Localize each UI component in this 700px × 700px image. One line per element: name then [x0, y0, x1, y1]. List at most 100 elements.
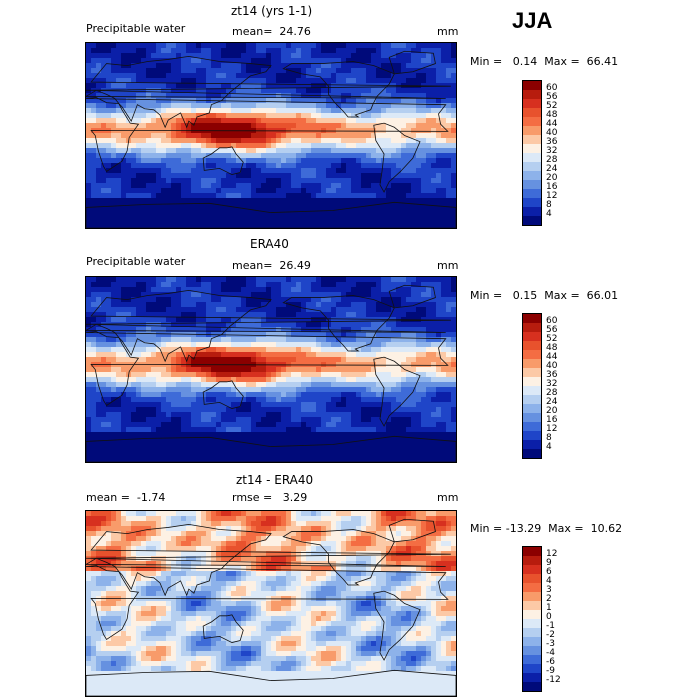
- map-cell: [146, 193, 151, 198]
- map-cell: [131, 93, 136, 98]
- map-cell: [246, 223, 251, 228]
- map-cell: [116, 282, 121, 287]
- map-cell: [356, 118, 361, 123]
- map-cell: [296, 352, 301, 357]
- map-cell: [446, 193, 451, 198]
- map-cell: [291, 342, 296, 347]
- map-cell: [246, 332, 251, 337]
- map-cell: [441, 387, 446, 392]
- map-cell: [336, 312, 341, 317]
- map-cell: [336, 53, 341, 58]
- map-cell: [386, 198, 391, 203]
- map-cell: [251, 287, 256, 292]
- map-cell: [366, 397, 371, 402]
- map-cell: [361, 372, 366, 377]
- map-cell: [396, 357, 401, 362]
- map-cell: [366, 58, 371, 63]
- map-cell: [166, 98, 171, 103]
- map-cell: [156, 158, 161, 163]
- map-cell: [391, 158, 396, 163]
- map-cell: [306, 332, 311, 337]
- map-cell: [391, 392, 396, 397]
- map-cell: [221, 307, 226, 312]
- map-cell: [411, 422, 416, 427]
- map-cell: [256, 282, 261, 287]
- map-cell: [141, 93, 146, 98]
- map-cell: [86, 138, 91, 143]
- map-cell: [201, 48, 206, 53]
- map-cell: [96, 327, 101, 332]
- map-cell: [161, 173, 166, 178]
- map-cell: [246, 287, 251, 292]
- map-cell: [286, 98, 291, 103]
- map-cell: [381, 377, 386, 382]
- map-cell: [136, 402, 141, 407]
- map-cell: [216, 48, 221, 53]
- map-cell: [86, 427, 91, 432]
- map-cell: [401, 387, 406, 392]
- map-cell: [411, 118, 416, 123]
- map-cell: [151, 357, 156, 362]
- map-cell: [231, 93, 236, 98]
- map-cell: [301, 372, 306, 377]
- map-cell: [341, 78, 346, 83]
- map-cell: [126, 422, 131, 427]
- map-cell: [231, 397, 236, 402]
- map-cell: [231, 213, 236, 218]
- map-cell: [281, 63, 286, 68]
- map-cell: [421, 138, 426, 143]
- map-cell: [86, 148, 91, 153]
- map-cell: [386, 133, 391, 138]
- map-cell: [206, 73, 211, 78]
- map-cell: [106, 123, 111, 128]
- map-cell: [116, 53, 121, 58]
- map-cell: [236, 188, 241, 193]
- map-cell: [181, 327, 186, 332]
- map-cell: [246, 297, 251, 302]
- map-cell: [101, 427, 106, 432]
- map-cell: [126, 148, 131, 153]
- map-cell: [246, 307, 251, 312]
- map-cell: [216, 78, 221, 83]
- map-cell: [96, 153, 101, 158]
- map-cell: [331, 83, 336, 88]
- map-cell: [186, 123, 191, 128]
- map-cell: [381, 382, 386, 387]
- map-cell: [151, 148, 156, 153]
- map-cell: [411, 312, 416, 317]
- map-cell: [171, 123, 176, 128]
- map-cell: [336, 103, 341, 108]
- map-cell: [391, 203, 396, 208]
- map-cell: [381, 312, 386, 317]
- map-cell: [426, 208, 431, 213]
- map-cell: [436, 402, 441, 407]
- map-cell: [336, 387, 341, 392]
- map-cell: [116, 163, 121, 168]
- map-cell: [326, 83, 331, 88]
- map-cell: [226, 113, 231, 118]
- map-cell: [266, 218, 271, 223]
- map-cell: [86, 113, 91, 118]
- map-cell: [231, 322, 236, 327]
- map-cell: [156, 168, 161, 173]
- map-cell: [286, 332, 291, 337]
- map-cell: [281, 133, 286, 138]
- map-cell: [326, 402, 331, 407]
- map-cell: [431, 213, 436, 218]
- map-cell: [91, 113, 96, 118]
- map-cell: [396, 407, 401, 412]
- map-cell: [286, 337, 291, 342]
- map-cell: [156, 83, 161, 88]
- map-cell: [356, 148, 361, 153]
- map-cell: [301, 362, 306, 367]
- map-cell: [346, 287, 351, 292]
- map-cell: [366, 213, 371, 218]
- map-cell: [181, 422, 186, 427]
- map-cell: [316, 322, 321, 327]
- map-cell: [236, 198, 241, 203]
- map-cell: [91, 372, 96, 377]
- map-cell: [276, 417, 281, 422]
- map-cell: [391, 352, 396, 357]
- map-cell: [226, 218, 231, 223]
- map-cell: [111, 392, 116, 397]
